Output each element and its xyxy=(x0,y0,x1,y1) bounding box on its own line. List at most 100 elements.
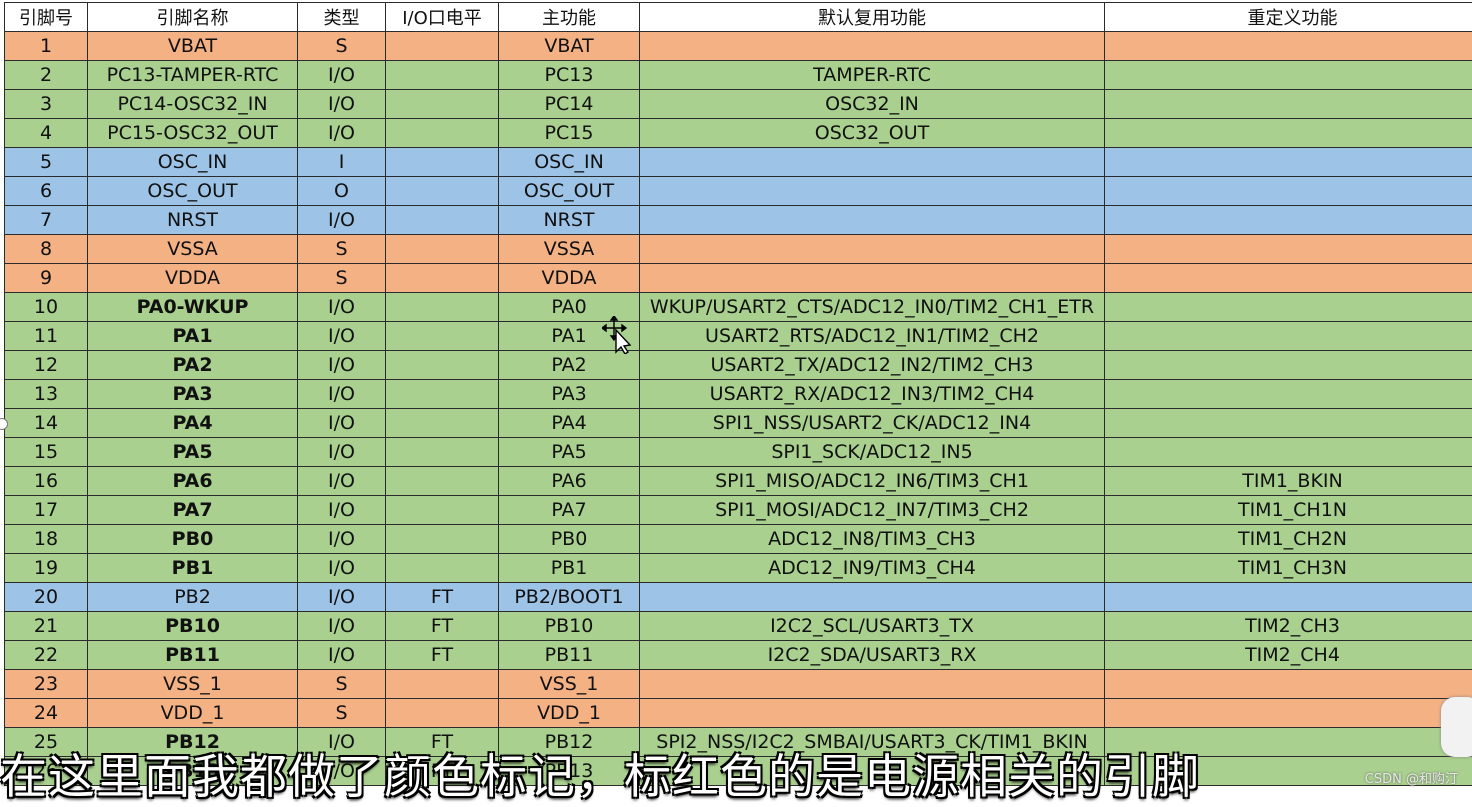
table-cell[interactable] xyxy=(386,322,499,351)
table-cell[interactable] xyxy=(640,670,1105,699)
table-cell[interactable] xyxy=(640,264,1105,293)
table-cell[interactable]: PC15 xyxy=(499,119,640,148)
table-cell[interactable]: I/O xyxy=(298,61,386,90)
table-cell[interactable]: O xyxy=(298,177,386,206)
table-cell[interactable]: 19 xyxy=(5,554,88,583)
table-cell[interactable]: PB11 xyxy=(499,641,640,670)
table-cell[interactable] xyxy=(1105,206,1472,235)
table-cell[interactable] xyxy=(1105,235,1472,264)
table-cell[interactable]: I/O xyxy=(298,293,386,322)
table-cell[interactable]: PA6 xyxy=(499,467,640,496)
table-cell[interactable]: PA1 xyxy=(88,322,298,351)
table-cell[interactable]: I/O xyxy=(298,525,386,554)
table-cell[interactable] xyxy=(1105,177,1472,206)
table-cell[interactable] xyxy=(386,148,499,177)
table-cell[interactable]: FT xyxy=(386,612,499,641)
table-cell[interactable]: PB11 xyxy=(88,641,298,670)
table-cell[interactable]: PA2 xyxy=(88,351,298,380)
table-cell[interactable]: 9 xyxy=(5,264,88,293)
table-cell[interactable]: PB10 xyxy=(88,612,298,641)
table-cell[interactable]: 10 xyxy=(5,293,88,322)
table-cell[interactable]: PA2 xyxy=(499,351,640,380)
table-cell[interactable]: TIM2_CH4 xyxy=(1105,641,1472,670)
table-cell[interactable] xyxy=(1105,380,1472,409)
table-cell[interactable] xyxy=(1105,90,1472,119)
table-cell[interactable] xyxy=(640,235,1105,264)
table-cell[interactable] xyxy=(1105,61,1472,90)
table-cell[interactable]: PB0 xyxy=(88,525,298,554)
table-cell[interactable] xyxy=(386,670,499,699)
table-cell[interactable]: S xyxy=(298,32,386,61)
table-cell[interactable] xyxy=(1105,148,1472,177)
table-cell[interactable]: TIM1_CH1N xyxy=(1105,496,1472,525)
table-cell[interactable] xyxy=(1105,119,1472,148)
table-cell[interactable]: 3 xyxy=(5,90,88,119)
table-cell[interactable]: PB1 xyxy=(88,554,298,583)
table-cell[interactable]: 16 xyxy=(5,467,88,496)
table-cell[interactable]: I/O xyxy=(298,409,386,438)
table-cell[interactable]: I/O xyxy=(298,583,386,612)
table-cell[interactable]: VDD_1 xyxy=(88,699,298,728)
table-cell[interactable] xyxy=(1105,438,1472,467)
table-cell[interactable]: ADC12_IN9/TIM3_CH4 xyxy=(640,554,1105,583)
table-cell[interactable]: PA3 xyxy=(499,380,640,409)
table-cell[interactable] xyxy=(1105,670,1472,699)
table-cell[interactable]: S xyxy=(298,235,386,264)
table-cell[interactable]: I/O xyxy=(298,612,386,641)
table-cell[interactable] xyxy=(386,351,499,380)
table-cell[interactable]: I/O xyxy=(298,496,386,525)
table-cell[interactable]: VDDA xyxy=(88,264,298,293)
table-cell[interactable]: 12 xyxy=(5,351,88,380)
table-cell[interactable]: VBAT xyxy=(499,32,640,61)
table-cell[interactable] xyxy=(386,554,499,583)
table-cell[interactable]: PA3 xyxy=(88,380,298,409)
table-cell[interactable] xyxy=(386,119,499,148)
table-cell[interactable]: VDDA xyxy=(499,264,640,293)
table-cell[interactable]: FT xyxy=(386,641,499,670)
table-cell[interactable]: 13 xyxy=(5,380,88,409)
table-cell[interactable]: I/O xyxy=(298,438,386,467)
table-cell[interactable]: VSS_1 xyxy=(499,670,640,699)
table-cell[interactable]: 8 xyxy=(5,235,88,264)
table-cell[interactable]: OSC_OUT xyxy=(88,177,298,206)
table-cell[interactable]: 20 xyxy=(5,583,88,612)
table-cell[interactable]: S xyxy=(298,670,386,699)
table-cell[interactable]: 1 xyxy=(5,32,88,61)
table-cell[interactable]: PA4 xyxy=(88,409,298,438)
table-cell[interactable]: SPI1_MOSI/ADC12_IN7/TIM3_CH2 xyxy=(640,496,1105,525)
table-cell[interactable]: 7 xyxy=(5,206,88,235)
table-cell[interactable] xyxy=(640,177,1105,206)
table-cell[interactable] xyxy=(386,235,499,264)
table-cell[interactable]: 17 xyxy=(5,496,88,525)
table-cell[interactable]: PC15-OSC32_OUT xyxy=(88,119,298,148)
table-cell[interactable]: VDD_1 xyxy=(499,699,640,728)
side-panel-handle[interactable] xyxy=(1441,697,1472,757)
table-cell[interactable]: I2C2_SDA/USART3_RX xyxy=(640,641,1105,670)
table-cell[interactable]: I/O xyxy=(298,554,386,583)
table-cell[interactable]: 4 xyxy=(5,119,88,148)
table-cell[interactable]: FT xyxy=(386,583,499,612)
table-cell[interactable]: 23 xyxy=(5,670,88,699)
table-cell[interactable]: TAMPER-RTC xyxy=(640,61,1105,90)
table-cell[interactable]: SPI1_MISO/ADC12_IN6/TIM3_CH1 xyxy=(640,467,1105,496)
table-cell[interactable]: 24 xyxy=(5,699,88,728)
table-cell[interactable]: I/O xyxy=(298,90,386,119)
table-cell[interactable] xyxy=(1105,293,1472,322)
table-cell[interactable] xyxy=(1105,322,1472,351)
table-cell[interactable]: SPI1_SCK/ADC12_IN5 xyxy=(640,438,1105,467)
table-cell[interactable]: I2C2_SCL/USART3_TX xyxy=(640,612,1105,641)
table-cell[interactable]: NRST xyxy=(499,206,640,235)
table-cell[interactable]: 5 xyxy=(5,148,88,177)
table-cell[interactable] xyxy=(386,438,499,467)
table-cell[interactable] xyxy=(640,206,1105,235)
table-cell[interactable]: OSC_IN xyxy=(88,148,298,177)
table-cell[interactable]: VSSA xyxy=(88,235,298,264)
table-cell[interactable]: PC14-OSC32_IN xyxy=(88,90,298,119)
table-cell[interactable]: I/O xyxy=(298,206,386,235)
table-cell[interactable] xyxy=(386,32,499,61)
table-cell[interactable] xyxy=(640,148,1105,177)
table-cell[interactable]: USART2_RTS/ADC12_IN1/TIM2_CH2 xyxy=(640,322,1105,351)
table-cell[interactable]: 15 xyxy=(5,438,88,467)
table-cell[interactable] xyxy=(1105,583,1472,612)
table-cell[interactable]: USART2_TX/ADC12_IN2/TIM2_CH3 xyxy=(640,351,1105,380)
